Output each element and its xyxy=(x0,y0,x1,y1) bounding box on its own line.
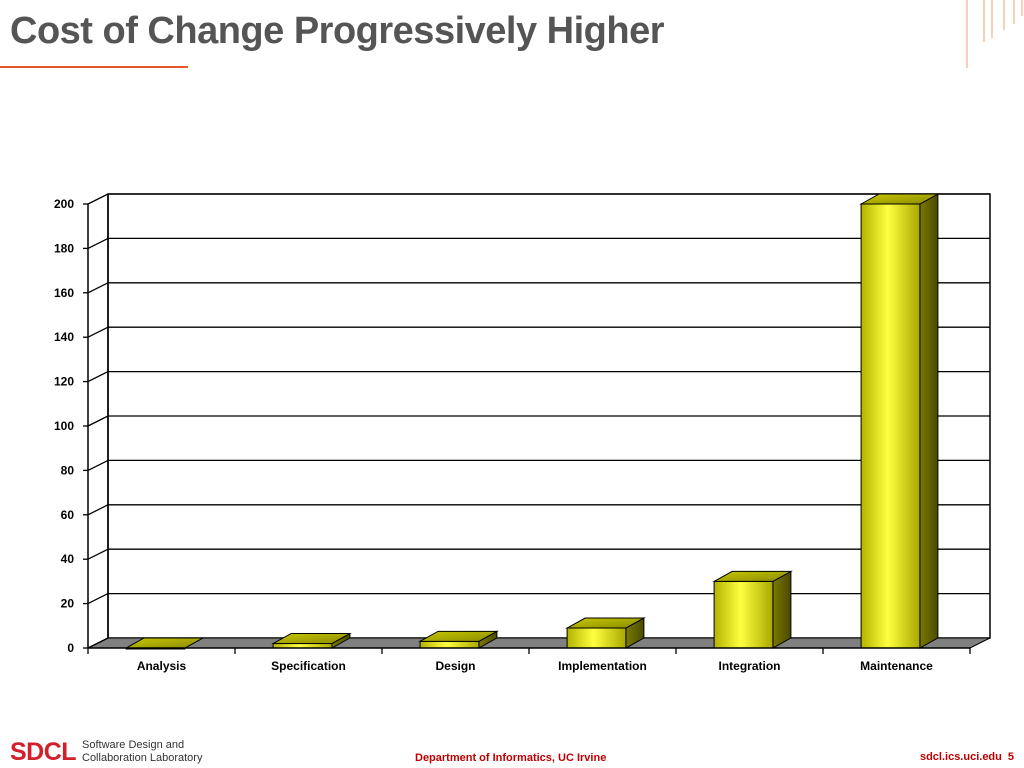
y-tick-label: 120 xyxy=(54,375,74,389)
y-tick-label: 60 xyxy=(61,508,75,522)
bar-side xyxy=(772,570,792,649)
y-tick-connector xyxy=(87,326,109,338)
x-tick-label: Maintenance xyxy=(860,659,933,673)
corner-decoration xyxy=(966,0,1023,68)
bar-top xyxy=(418,630,499,642)
y-tick-label: 100 xyxy=(54,419,74,433)
bar-top xyxy=(859,193,940,205)
x-tick-label: Specification xyxy=(271,659,346,673)
y-tick-connector xyxy=(87,282,109,294)
y-tick-connector xyxy=(87,504,109,516)
bar xyxy=(713,580,774,649)
y-tick-connector xyxy=(87,548,109,560)
slide-title: Cost of Change Progressively Higher xyxy=(10,10,665,52)
site-url: sdcl.ics.uci.edu xyxy=(919,751,1002,763)
y-tick-label: 180 xyxy=(54,241,74,255)
lab-name: Software Design and Collaboration Labora… xyxy=(82,739,202,765)
chart-axes xyxy=(83,193,971,654)
y-tick-connector xyxy=(87,193,109,205)
bar-top xyxy=(565,617,646,629)
y-tick-connector xyxy=(87,237,109,249)
bar xyxy=(419,640,480,649)
y-tick-label: 20 xyxy=(61,597,75,611)
chart-grid xyxy=(107,193,991,639)
sdcl-logo: SDCL xyxy=(10,738,77,766)
y-tick-connector xyxy=(87,415,109,427)
chart-floor xyxy=(87,637,991,649)
chart-bars xyxy=(124,193,940,650)
footer-right: sdcl.ics.uci.edu 5 xyxy=(914,751,1014,763)
lab-name-line2: Collaboration Laboratory xyxy=(82,752,203,764)
y-tick-label: 80 xyxy=(61,463,75,477)
y-tick-connector xyxy=(87,459,109,471)
x-tick-label: Integration xyxy=(719,659,781,673)
bar xyxy=(860,203,921,649)
bar-top xyxy=(712,570,793,582)
y-tick-label: 40 xyxy=(61,552,75,566)
y-tick-label: 0 xyxy=(67,641,74,655)
bar-top xyxy=(271,633,352,645)
title-underline xyxy=(0,66,188,68)
y-tick-connector xyxy=(87,371,109,383)
y-tick-connector xyxy=(87,593,109,605)
y-tick-label: 200 xyxy=(54,197,74,211)
department-label: Department of Informatics, UC Irvine xyxy=(415,752,607,764)
x-tick-label: Analysis xyxy=(137,659,187,673)
y-tick-label: 140 xyxy=(54,330,74,344)
y-tick-connector xyxy=(87,637,109,649)
chart-floor-plane xyxy=(87,637,991,649)
bar-chart: 0 20 40 60 80 100 120 140 160 180 200 Analysis Speci… xyxy=(54,193,991,673)
y-tick-label: 160 xyxy=(54,286,74,300)
bar xyxy=(566,627,627,649)
x-tick-label: Design xyxy=(435,659,475,673)
lab-name-line1: Software Design and xyxy=(82,739,185,751)
x-tick-label: Implementation xyxy=(558,659,647,673)
bar-side xyxy=(919,193,939,649)
chart-labels: 0 20 40 60 80 100 120 140 160 180 200 Analysis Speci… xyxy=(54,197,933,673)
page-number: 5 xyxy=(1007,751,1014,763)
